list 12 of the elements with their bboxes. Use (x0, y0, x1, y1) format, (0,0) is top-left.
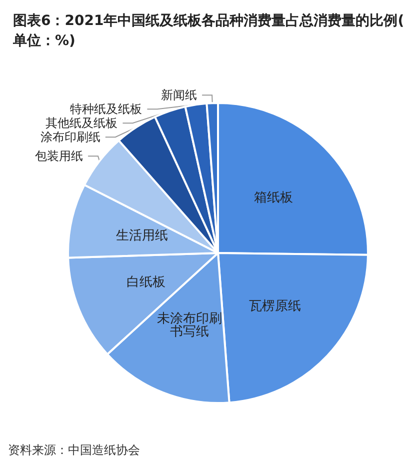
slice-label: 箱纸板 (254, 190, 293, 206)
text: 资料来源：中国造纸协会 (8, 443, 140, 457)
slice-label: 未涂布印刷书写纸 (156, 312, 222, 340)
slice-label: 新闻纸 (161, 88, 198, 102)
slice-label: 生活用纸 (116, 228, 168, 244)
chart-title: 图表6：2021年中国纸及纸板各品种消费量占总消费量的比例(单位：%) (12, 13, 404, 49)
slice-label: 其他纸及纸板 (46, 116, 118, 130)
slice-label: 白纸板 (126, 274, 166, 290)
slice-label: 涂布印刷纸 (40, 130, 100, 144)
slice-label: 包装用纸 (35, 149, 84, 164)
slice-label: 特种纸及纸板 (70, 102, 142, 116)
slice-label: 瓦楞原纸 (248, 298, 301, 314)
